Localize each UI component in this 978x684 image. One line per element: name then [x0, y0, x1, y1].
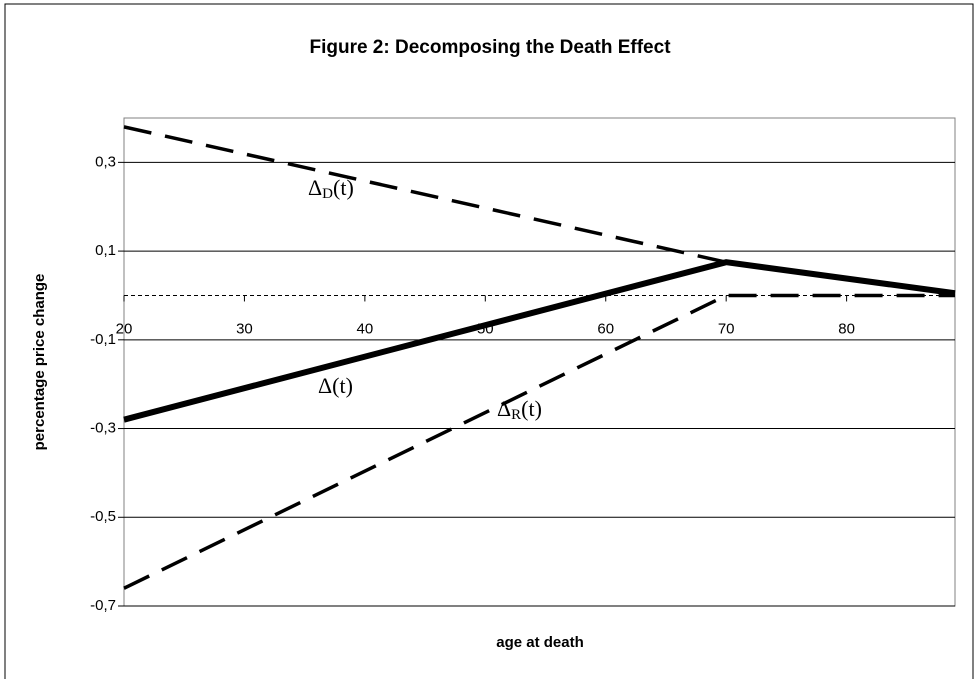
y-tick-label: 0,1: [95, 242, 116, 259]
series-line: [123, 259, 956, 423]
annotation-suffix: (t): [333, 175, 354, 200]
y-axis-label: percentage price change: [31, 274, 48, 451]
annotation-suffix: (t): [332, 373, 353, 398]
y-tick-label: -0,3: [90, 420, 116, 437]
annotation-symbol: Δ: [308, 175, 322, 200]
x-tick-label: 20: [116, 320, 133, 337]
annotation-suffix: (t): [521, 396, 542, 421]
annotation-subscript: D: [322, 186, 333, 202]
annotation-symbol: Δ: [318, 373, 332, 398]
annotation: ΔD(t): [308, 175, 354, 202]
x-tick-label: 40: [357, 320, 374, 337]
annotation-subscript: R: [511, 407, 521, 423]
chart-title: Figure 2: Decomposing the Death Effect: [309, 37, 671, 58]
y-tick-label: -0,7: [90, 597, 116, 614]
x-tick-label: 60: [597, 320, 614, 337]
y-tick-label: 0,3: [95, 153, 116, 170]
annotation: ΔR(t): [497, 396, 542, 423]
series-line: [123, 125, 727, 264]
x-axis-label: age at death: [496, 634, 584, 651]
x-tick-label: 30: [236, 320, 253, 337]
x-tick-label: 80: [838, 320, 855, 337]
annotation: Δ(t): [318, 373, 353, 398]
y-tick-label: -0,1: [90, 331, 116, 348]
frame: [4, 3, 974, 684]
x-tick-label: 70: [718, 320, 735, 337]
series-line: [123, 293, 955, 590]
y-tick-label: -0,5: [90, 508, 116, 525]
annotation-symbol: Δ: [497, 396, 511, 421]
